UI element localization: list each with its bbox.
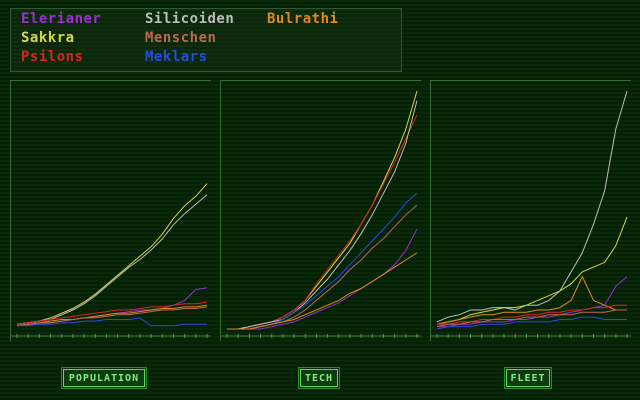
series-line-bulrathi [16,304,208,327]
series-line-bulrathi [436,275,627,325]
series-line-psilons [227,114,418,330]
fleet-chart: 3505351035153520 [431,90,631,338]
series-line-meklars [227,192,418,330]
series-line-bulrathi [227,252,418,330]
legend-item-psilons: Psilons [21,49,84,65]
legend-item-menschen: Menschen [145,30,217,46]
series-line-elerianer [437,276,628,328]
legend-item-bulrathi: Bulrathi [267,11,339,27]
series-line-menschen [436,309,627,328]
tech-button[interactable]: TECH [299,368,339,388]
series-line-sakkra [16,183,208,325]
series-line-meklars [17,317,207,327]
race-legend: Elerianer Silicoiden Bulrathi Sakkra Men… [10,8,402,72]
fleet-button[interactable]: FLEET [505,368,551,388]
population-chart-panel: 3505351035153520 [10,80,211,341]
series-line-sakkra [227,90,418,330]
population-chart: 3505351035153520 [11,183,211,338]
legend-item-elerianer: Elerianer [21,11,102,27]
fleet-chart-panel: 3505351035153520 [430,80,631,341]
series-line-menschen [16,306,208,327]
tech-chart-panel: 3505351035153520 [220,80,421,341]
series-line-silicoiden [436,90,628,323]
series-line-sakkra [436,216,628,325]
series-line-meklars [436,316,627,330]
legend-item-silicoiden: Silicoiden [145,11,235,27]
tech-chart: 3505351035153520 [221,90,421,338]
series-line-psilons [437,304,627,325]
legend-item-meklars: Meklars [145,49,208,65]
population-button[interactable]: POPULATION [62,368,146,388]
series-line-psilons [16,301,208,325]
series-line-silicoiden [227,100,418,330]
legend-item-sakkra: Sakkra [21,30,75,46]
